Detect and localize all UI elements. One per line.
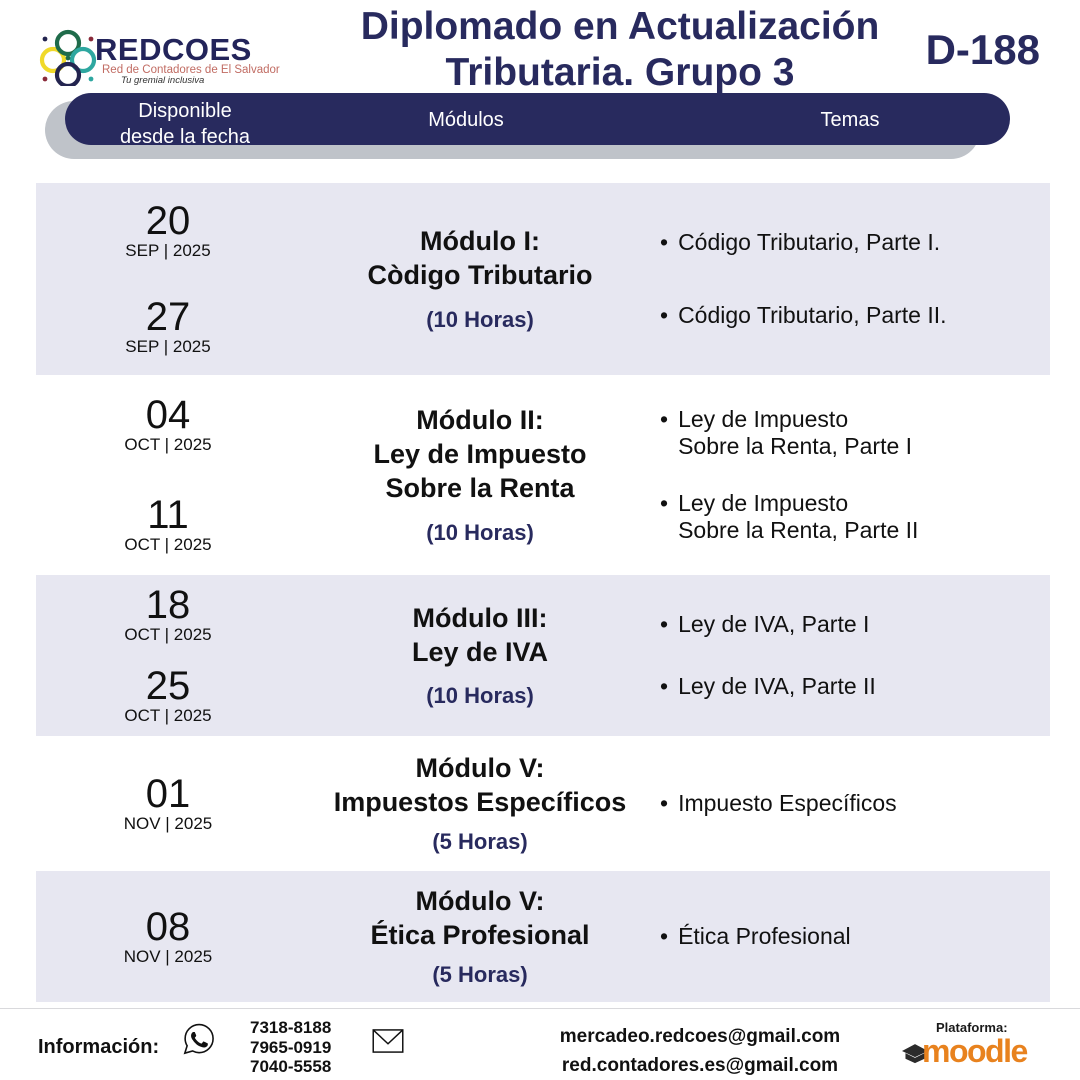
svg-text:Tu gremial inclusiva: Tu gremial inclusiva [121, 75, 204, 86]
svg-text:REDCOES: REDCOES [95, 32, 252, 67]
